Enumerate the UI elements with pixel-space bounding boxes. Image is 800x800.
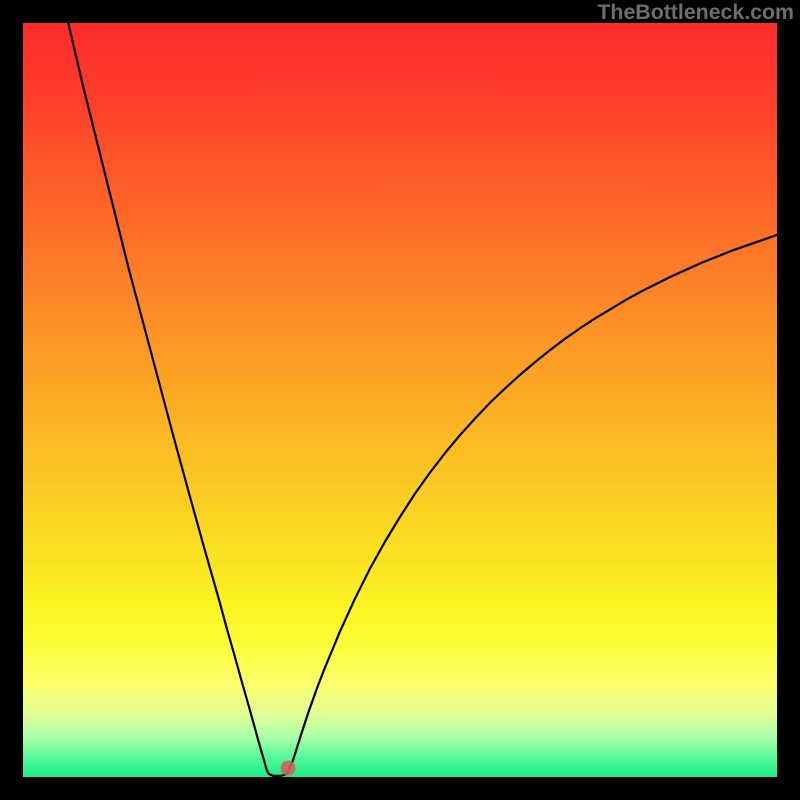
chart-frame: TheBottleneck.com — [0, 0, 800, 800]
bottleneck-curve — [23, 23, 777, 777]
plot-area — [23, 23, 777, 777]
optimal-point-marker — [281, 760, 296, 775]
watermark-text: TheBottleneck.com — [597, 0, 794, 25]
